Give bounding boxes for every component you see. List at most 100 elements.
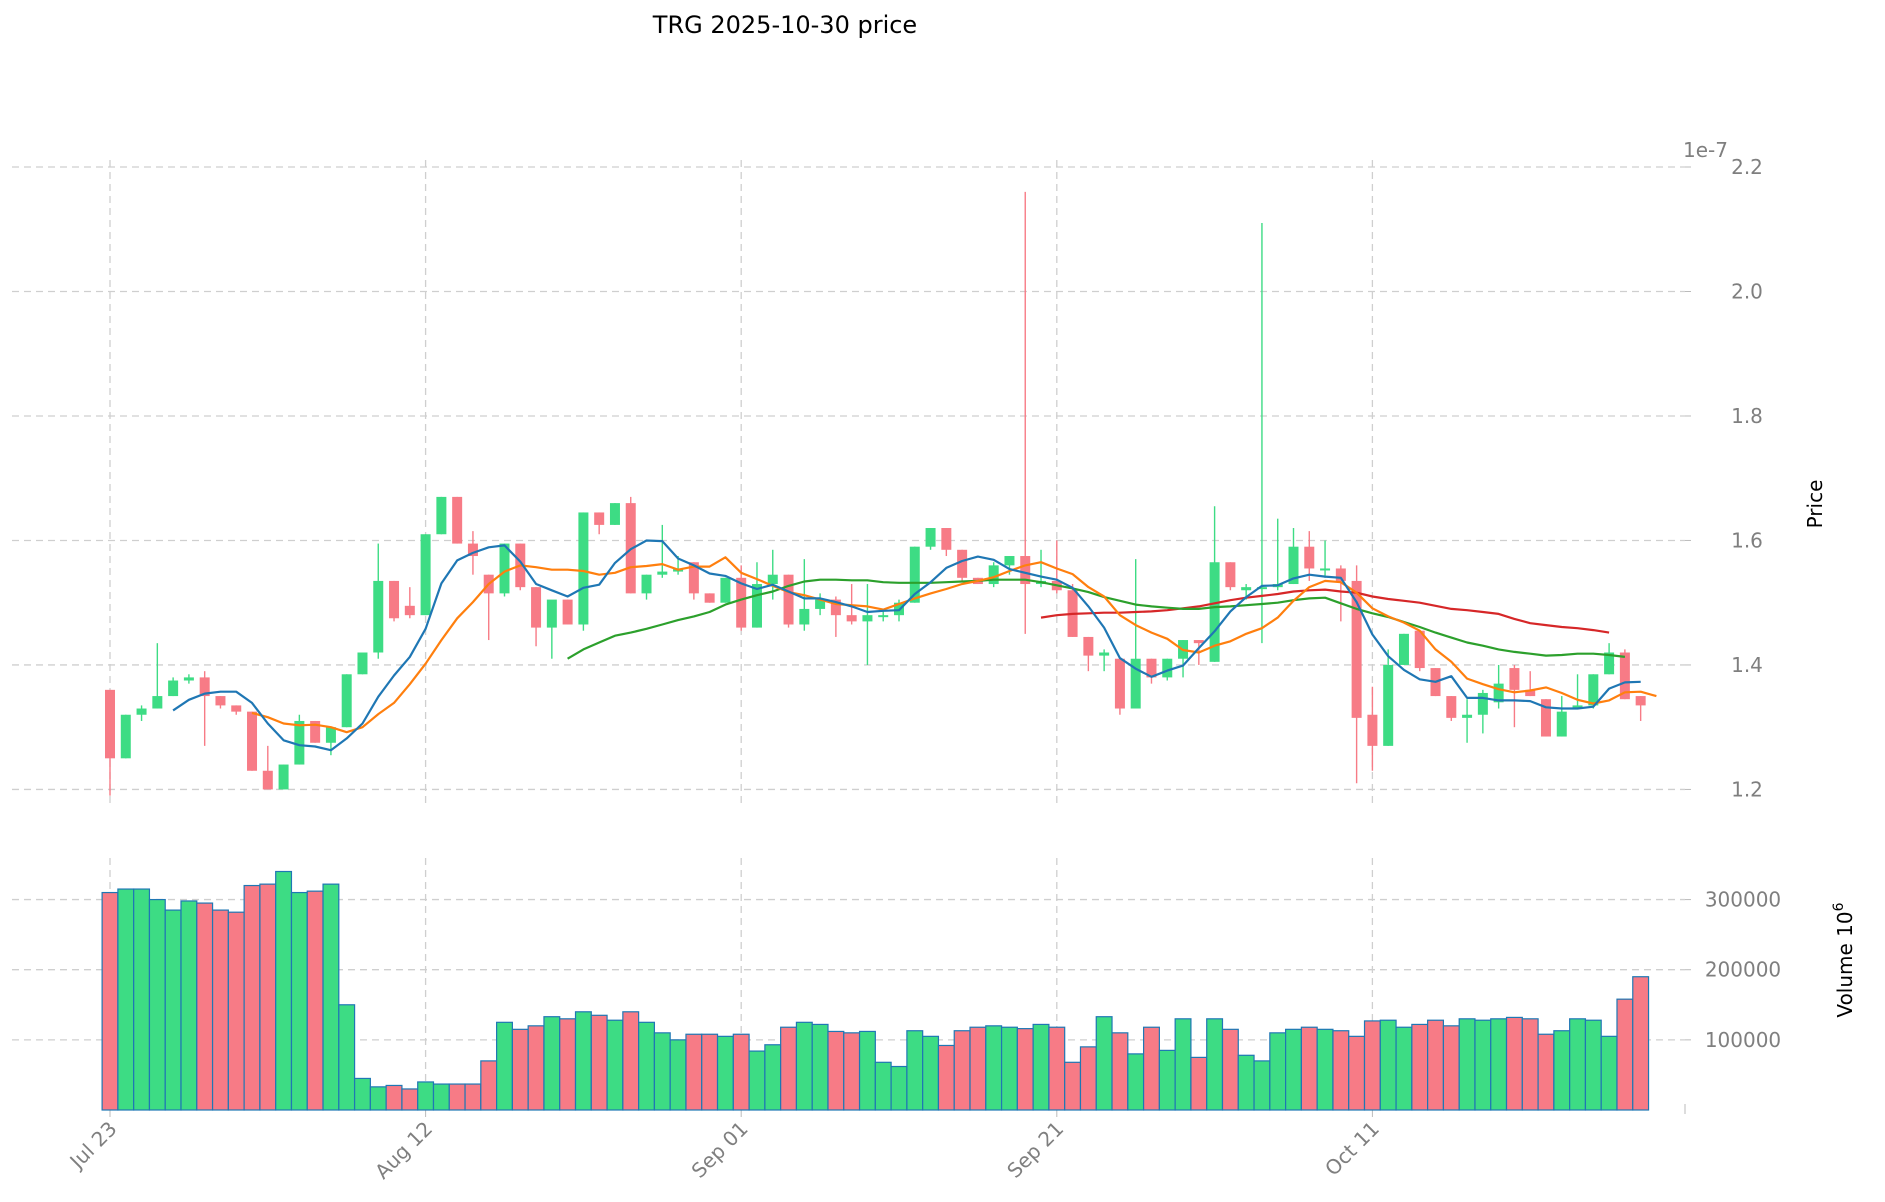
volume-bar: [1442, 1025, 1460, 1111]
candle-body: [1335, 568, 1346, 581]
volume-bar: [133, 888, 151, 1111]
volume-bar: [685, 1033, 703, 1111]
volume-bar: [574, 1011, 592, 1111]
ma20-line: [567, 578, 1626, 660]
volume-bar: [1300, 1026, 1318, 1111]
candle-body: [1414, 630, 1425, 669]
ma5-line: [172, 539, 1641, 752]
candle-body: [815, 599, 826, 609]
volume-bar: [1458, 1018, 1476, 1111]
candle-body: [704, 593, 715, 603]
volume-bar: [148, 898, 166, 1111]
candle-body: [562, 599, 573, 625]
volume-bar: [1521, 1018, 1539, 1111]
volume-bar: [1490, 1018, 1508, 1111]
candle-body: [846, 615, 857, 622]
candle-body: [1146, 658, 1157, 678]
price-tick-label: 1.4: [1731, 653, 1763, 677]
candle-body: [1635, 696, 1646, 706]
volume-bar: [1221, 1028, 1239, 1111]
candle-body: [878, 615, 889, 618]
price-tick-label: 2.0: [1731, 279, 1763, 303]
candle-body: [183, 677, 194, 681]
candle-body: [357, 652, 368, 675]
volume-bar: [1537, 1033, 1555, 1111]
volume-bar: [180, 900, 198, 1111]
ma10-line: [251, 556, 1657, 734]
date-tick-label: Aug 12: [370, 1117, 437, 1184]
volume-bars: [101, 870, 1650, 1111]
price-offset-label: 1e-7: [1683, 138, 1728, 162]
volume-bar: [1332, 1030, 1350, 1111]
price-axis-label: Price: [1803, 480, 1827, 529]
moving-averages: [172, 539, 1657, 752]
volume-bar: [1411, 1023, 1429, 1111]
volume-bar: [543, 1016, 561, 1111]
candle-body: [199, 677, 210, 697]
volume-tick-label: 200000: [1705, 958, 1781, 982]
candle-body: [499, 543, 510, 594]
volume-bar: [748, 1050, 766, 1111]
candle-body: [531, 587, 542, 628]
candle-body: [1525, 689, 1536, 697]
volume-bar: [227, 911, 245, 1111]
candle-body: [1004, 556, 1015, 566]
candle-body: [152, 696, 163, 709]
volume-bar: [259, 883, 277, 1111]
candle-body: [641, 574, 652, 594]
volume-bar: [1632, 976, 1650, 1111]
volume-bar: [1127, 1053, 1145, 1111]
date-tick-label: Sep 01: [687, 1117, 753, 1183]
volume-bar: [480, 1060, 498, 1111]
volume-bar: [716, 1035, 734, 1111]
volume-bar: [464, 1083, 482, 1111]
candle-body: [1509, 668, 1520, 690]
candles: [105, 191, 1646, 796]
volume-bar: [290, 891, 308, 1111]
volume-bar: [369, 1086, 387, 1111]
volume-bar: [732, 1033, 750, 1111]
volume-bar: [117, 888, 135, 1111]
volume-tick-label: 300000: [1705, 888, 1781, 912]
candle-body: [1304, 546, 1315, 569]
volume-bar: [1032, 1023, 1050, 1111]
candle-body: [1288, 546, 1299, 585]
volume-bar: [669, 1039, 687, 1111]
candle-body: [1241, 587, 1252, 591]
volume-bar: [448, 1083, 466, 1111]
volume-bar: [1206, 1018, 1224, 1111]
candle-body: [1446, 696, 1457, 718]
volume-bar: [890, 1065, 908, 1111]
volume-bar: [243, 884, 261, 1111]
candle-body: [1462, 714, 1473, 718]
candle-body: [404, 605, 415, 616]
candle-body: [389, 580, 400, 619]
volume-bar: [1363, 1020, 1381, 1111]
candle-body: [1130, 658, 1141, 709]
candle-body: [1572, 705, 1583, 709]
volume-bar: [1316, 1028, 1334, 1111]
volume-bar: [1237, 1054, 1255, 1111]
candle-body: [341, 674, 352, 728]
candle-body: [1493, 683, 1504, 703]
volume-bar: [1285, 1028, 1302, 1111]
candle-body: [420, 534, 431, 616]
volume-bar: [1142, 1026, 1160, 1111]
volume-bar: [1616, 998, 1634, 1111]
volume-bar: [1158, 1049, 1176, 1111]
candle-body: [941, 528, 952, 550]
candle-body: [373, 580, 384, 653]
date-tick-label: Sep 21: [1002, 1117, 1068, 1183]
price-tick-label: 1.6: [1731, 528, 1763, 552]
candle-body: [609, 503, 620, 525]
volume-bar: [338, 1004, 356, 1111]
volume-bar: [969, 1026, 987, 1111]
candle-body: [1114, 658, 1125, 709]
volume-bar: [906, 1030, 924, 1111]
volume-bar: [795, 1021, 813, 1111]
date-tick-label: Oct 11: [1320, 1117, 1384, 1181]
candle-body: [957, 549, 968, 578]
candle-body: [262, 770, 273, 790]
volume-bar: [1016, 1028, 1034, 1111]
